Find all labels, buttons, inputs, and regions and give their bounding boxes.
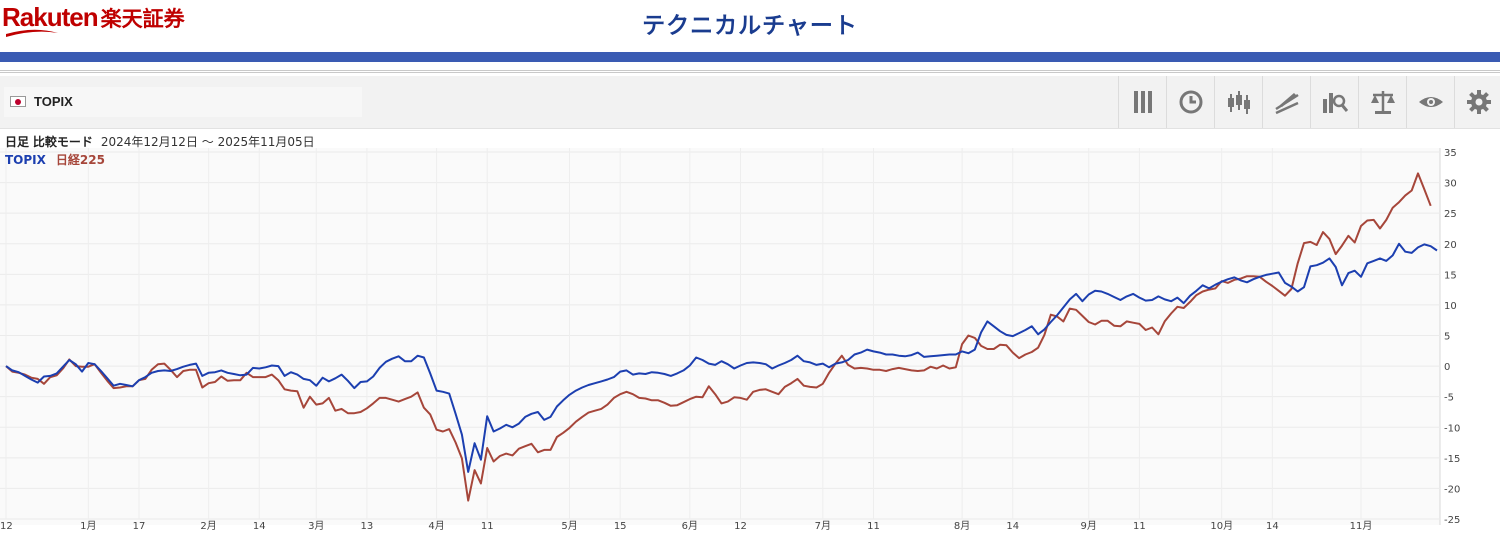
x-tick-label: 7月 <box>815 520 831 532</box>
page-title: テクニカルチャート <box>642 13 858 39</box>
x-tick-label: 15 <box>614 521 627 532</box>
candlestick-icon <box>1228 91 1250 114</box>
settings-button[interactable] <box>1454 76 1500 128</box>
drawing-button[interactable] <box>1262 76 1310 128</box>
header-accent-bar <box>0 52 1500 62</box>
chart-info: 日足 比較モード 2024年12月12日 ～ 2025年11月05日 <box>5 133 315 150</box>
divider <box>0 70 1500 71</box>
y-tick-label: 5 <box>1444 332 1450 343</box>
y-tick-label: -15 <box>1444 454 1460 465</box>
logo-swoosh-icon <box>6 29 58 37</box>
y-tick-label: -5 <box>1444 393 1454 404</box>
x-tick-label: 9月 <box>1081 520 1097 532</box>
y-tick-label: 30 <box>1444 179 1457 190</box>
divider <box>0 72 1500 73</box>
indicators-icon <box>1134 91 1152 113</box>
x-tick-label: 2月 <box>200 520 216 532</box>
x-tick-label: 11 <box>867 521 880 532</box>
y-tick-label: 10 <box>1444 301 1457 312</box>
y-tick-label: 35 <box>1444 148 1457 159</box>
drawing-icon <box>1275 93 1299 115</box>
legend-nikkei225: 日経225 <box>55 153 105 167</box>
analysis-search-icon <box>1323 93 1348 113</box>
x-tick-label: 12 <box>734 521 747 532</box>
compare-scale-icon <box>1371 91 1395 114</box>
chart-type-button[interactable] <box>1214 76 1262 128</box>
x-tick-label: 10月 <box>1210 520 1233 532</box>
x-tick-label: 3月 <box>308 520 324 532</box>
x-tick-label: 11 <box>1133 521 1146 532</box>
visibility-button[interactable] <box>1406 76 1454 128</box>
y-tick-label: 0 <box>1444 362 1450 373</box>
symbol-selector[interactable]: TOPIX <box>4 87 362 117</box>
x-tick-label: 17 <box>133 521 146 532</box>
x-tick-label: 4月 <box>428 520 444 532</box>
x-tick-label: 6月 <box>682 520 698 532</box>
x-tick-label: 5月 <box>561 520 577 532</box>
logo-jp-text: 楽天証券 <box>100 7 185 31</box>
y-tick-label: 20 <box>1444 240 1457 251</box>
compare-button[interactable] <box>1358 76 1406 128</box>
mode-label: 比較モード <box>32 135 93 149</box>
plot-area <box>0 148 1440 525</box>
clock-icon <box>1179 90 1203 114</box>
site-header: Rakuten 楽天証券 テクニカルチャート <box>0 0 1500 50</box>
x-tick-label: 14 <box>253 521 266 532</box>
indicators-button[interactable] <box>1118 76 1166 128</box>
rakuten-logo[interactable]: Rakuten 楽天証券 <box>2 2 185 37</box>
y-tick-label: 25 <box>1444 209 1457 220</box>
x-tick-label: 13 <box>361 521 374 532</box>
date-range: 2024年12月12日 ～ 2025年11月05日 <box>100 135 315 149</box>
x-tick-label: 14 <box>1266 521 1279 532</box>
logo-text: Rakuten <box>2 2 99 32</box>
x-tick-label: 12 <box>0 521 13 532</box>
visibility-eye-icon <box>1419 97 1443 107</box>
period-label: 日足 <box>5 135 30 149</box>
x-tick-label: 8月 <box>954 520 970 532</box>
analysis-button[interactable] <box>1310 76 1358 128</box>
nikkei225-line <box>5 172 1432 502</box>
chart-toolbar: TOPIX <box>0 76 1500 129</box>
topix-line <box>5 242 1438 473</box>
y-tick-label: 15 <box>1444 270 1457 281</box>
chart-legend: TOPIX 日経225 <box>5 151 105 168</box>
x-tick-label: 1月 <box>80 520 96 532</box>
x-tick-label: 14 <box>1006 521 1019 532</box>
japan-flag-icon <box>10 96 26 107</box>
y-tick-label: -25 <box>1444 515 1460 526</box>
legend-topix: TOPIX <box>5 153 46 167</box>
x-tick-label: 11 <box>481 521 494 532</box>
comparison-line-chart: 35 30 25 20 15 10 5 0 -5 -10 -15 -20 -25 12 1月 17 2月 14 3月… <box>0 148 1460 532</box>
period-button[interactable] <box>1166 76 1214 128</box>
symbol-label: TOPIX <box>34 94 73 109</box>
y-tick-label: -20 <box>1444 484 1460 495</box>
x-tick-label: 11月 <box>1350 520 1373 532</box>
settings-gear-icon <box>1467 90 1491 114</box>
y-tick-label: -10 <box>1444 423 1460 434</box>
